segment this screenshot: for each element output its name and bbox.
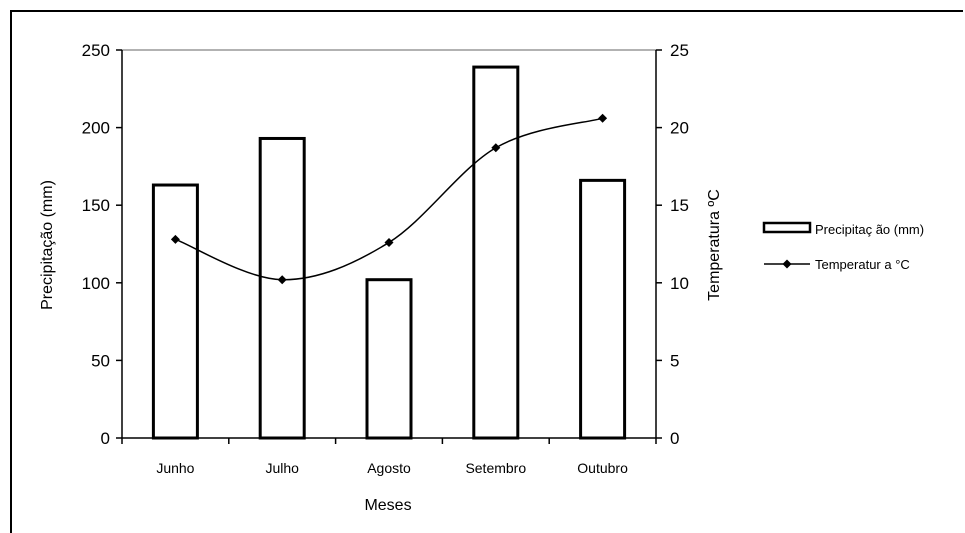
x-tick-label: Junho xyxy=(156,460,194,476)
bar-setembro xyxy=(472,65,520,440)
y2-tick-label: 5 xyxy=(670,351,679,370)
y-tick-label: 250 xyxy=(82,41,110,60)
legend-bar-label: Precipitaç ão (mm) xyxy=(815,222,924,237)
temperature-point-julho xyxy=(277,275,287,285)
y-axis-title: Precipitação (mm) xyxy=(39,180,56,310)
y2-tick-label: 25 xyxy=(670,41,689,60)
y-tick-label: 150 xyxy=(82,196,110,215)
temperature-line xyxy=(175,117,603,281)
legend: Precipitaç ão (mm) Temperatur a °C xyxy=(762,221,924,272)
chart-frame xyxy=(10,10,963,533)
x-tick-label: Setembro xyxy=(465,460,526,476)
y2-tick-label: 0 xyxy=(670,429,679,448)
bar-series xyxy=(151,65,627,440)
legend-line-marker xyxy=(782,259,792,269)
y-tick-label: 0 xyxy=(101,429,110,448)
temperature-point-junho xyxy=(170,234,180,244)
x-tick-label: Agosto xyxy=(367,460,411,476)
bar-junho xyxy=(151,183,199,440)
y2-axis-title: Temperatura ºC xyxy=(706,189,723,301)
legend-bar-swatch xyxy=(762,221,812,234)
x-tick-label: Outubro xyxy=(577,460,628,476)
bar-outubro xyxy=(579,178,627,440)
temperature-point-agosto xyxy=(384,237,394,247)
axes: 0 50 100 150 200 250 0 5 10 15 20 25 Junho Julho Agost… xyxy=(82,41,689,476)
temperature-point-setembro xyxy=(491,143,501,153)
temperature-line-series xyxy=(170,113,608,285)
legend-line-label: Temperatur a °C xyxy=(815,257,910,272)
y-tick-label: 200 xyxy=(82,119,110,138)
y-tick-label: 50 xyxy=(91,351,110,370)
x-tick-label: Julho xyxy=(265,460,299,476)
y2-tick-label: 10 xyxy=(670,274,689,293)
x-axis-title: Meses xyxy=(364,497,411,514)
y2-tick-label: 15 xyxy=(670,196,689,215)
y2-tick-label: 20 xyxy=(670,119,689,138)
bar-julho xyxy=(258,136,306,440)
y-tick-label: 100 xyxy=(82,274,110,293)
bar-agosto xyxy=(365,278,413,440)
temperature-point-outubro xyxy=(598,113,608,123)
